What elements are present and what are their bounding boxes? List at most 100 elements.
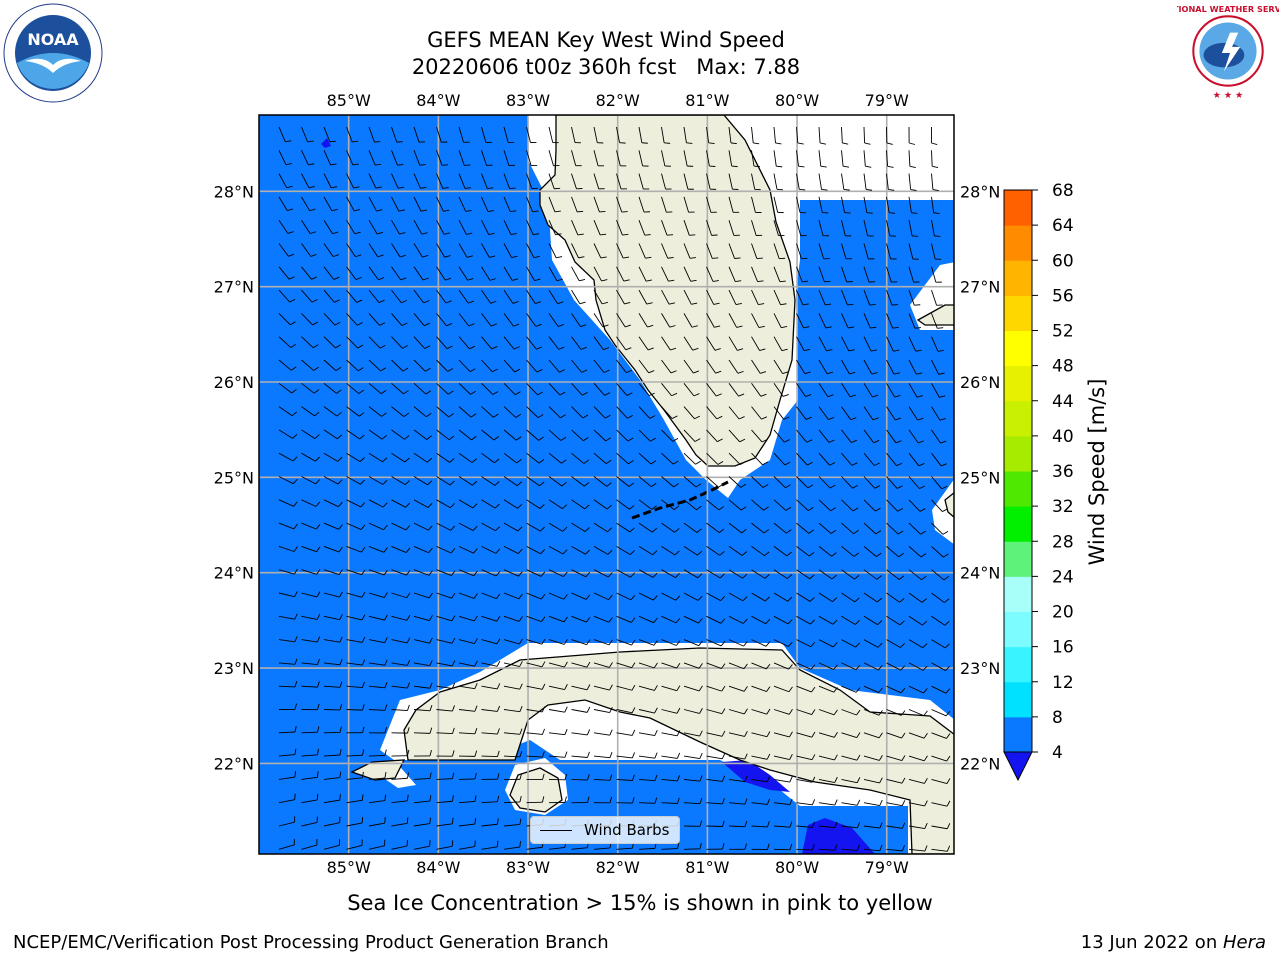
wind-barb-flag	[382, 479, 388, 485]
wind-barb	[526, 336, 537, 350]
colorbar-segment	[1004, 681, 1032, 718]
wind-barb	[616, 359, 627, 373]
wind-barb	[413, 289, 425, 304]
wind-barb-flag	[563, 616, 568, 623]
wind-barb	[481, 522, 496, 532]
wind-barb	[661, 522, 675, 533]
wind-barb	[818, 220, 824, 236]
wind-barb-flag	[722, 843, 725, 850]
wind-barb	[683, 499, 697, 511]
wind-barb	[548, 847, 565, 850]
wind-barb-flag	[909, 142, 916, 145]
wind-barb	[638, 847, 655, 850]
wind-barb	[773, 615, 789, 625]
footer-date-text: 13 Jun 2022 on	[1080, 932, 1223, 953]
wind-barb-flag	[763, 506, 769, 511]
wind-barb-flag	[474, 818, 477, 825]
wind-barb-flag	[309, 208, 316, 212]
colorbar-segment	[1004, 190, 1032, 226]
wind-barb-flag	[667, 256, 674, 259]
wind-barb	[683, 569, 699, 579]
wind-barb	[638, 150, 644, 166]
wind-barb	[683, 592, 699, 601]
wind-barb-flag	[901, 732, 906, 739]
wind-barb	[616, 662, 632, 669]
wind-barb	[571, 847, 588, 850]
wind-barb	[413, 266, 424, 281]
wind-barb-flag	[332, 231, 339, 235]
wind-barb-flag	[766, 798, 770, 805]
wind-barb-flag	[605, 459, 612, 464]
wind-barb	[436, 243, 446, 258]
wind-barb	[323, 150, 331, 166]
wind-barb	[458, 452, 473, 463]
wind-barb	[931, 196, 935, 213]
wind-barb-flag	[830, 507, 836, 512]
wind-barb-flag	[404, 480, 410, 485]
colorbar-segment	[1004, 400, 1032, 437]
footer-machine: Hera	[1222, 932, 1266, 953]
wind-barb-flag	[315, 501, 321, 507]
wind-barb-flag	[473, 615, 478, 622]
wind-barb-flag	[693, 370, 700, 374]
wind-barb	[638, 662, 655, 669]
wind-barb-flag	[892, 326, 899, 329]
wind-barb-flag	[607, 527, 613, 533]
wind-barb-flag	[731, 165, 738, 168]
wind-barb	[796, 336, 805, 351]
wind-barb	[661, 848, 678, 850]
wind-barb	[548, 336, 560, 350]
wind-barb-flag	[516, 458, 522, 464]
wind-barb	[593, 220, 601, 236]
wind-barb	[908, 569, 922, 581]
nws-logo: NATIONAL WEATHER SERVICE ★ ★ ★	[1177, 1, 1279, 101]
wind-barb	[548, 755, 565, 758]
wind-barb	[796, 220, 802, 236]
wind-barb	[526, 592, 542, 600]
wind-barb-flag	[515, 436, 522, 441]
wind-barb	[413, 336, 426, 349]
wind-barb	[773, 662, 789, 670]
wind-barb-flag	[670, 370, 677, 374]
wind-barb	[818, 336, 827, 352]
wind-barb-flag	[802, 280, 809, 283]
wind-barb-flag	[622, 233, 629, 236]
wind-barb-flag	[467, 277, 474, 281]
wind-barb	[548, 313, 559, 327]
lon-tick-label-top: 85°W	[327, 91, 371, 110]
wind-barb	[278, 196, 288, 211]
wind-barb	[368, 822, 385, 827]
wind-barb-flag	[357, 344, 364, 349]
wind-barb	[751, 406, 762, 420]
wind-barb	[346, 499, 362, 508]
wind-barb-flag	[630, 594, 636, 601]
wind-barb-flag	[811, 709, 816, 715]
wind-barb	[481, 639, 498, 645]
wind-barb-flag	[359, 457, 365, 462]
wind-barb	[616, 313, 626, 328]
wind-barb-flag	[644, 234, 651, 236]
wind-barb-flag	[827, 371, 834, 375]
ice-note: Sea Ice Concentration > 15% is shown in …	[347, 891, 933, 915]
wind-barb-flag	[807, 461, 813, 466]
wind-barb	[863, 825, 880, 829]
wind-barb	[706, 126, 710, 143]
wind-barb-flag	[893, 372, 900, 375]
wind-barb-flag	[786, 529, 792, 534]
wind-barb	[841, 592, 856, 603]
wind-barb	[616, 709, 633, 714]
wind-barb	[391, 219, 400, 235]
wind-barb-flag	[631, 639, 636, 646]
wind-barb-flag	[315, 524, 321, 530]
wind-barb-flag	[920, 553, 927, 558]
wind-barb-flag	[874, 462, 880, 466]
wind-barb	[323, 545, 340, 553]
wind-barb-flag	[699, 820, 703, 827]
wind-barb-flag	[809, 574, 815, 580]
wind-barb-flag	[809, 597, 815, 602]
wind-barb-flag	[336, 389, 342, 394]
wind-barb-flag	[339, 771, 342, 778]
wind-barb-flag	[766, 731, 771, 737]
wind-barb-flag	[676, 730, 681, 737]
wind-barb	[413, 476, 428, 486]
